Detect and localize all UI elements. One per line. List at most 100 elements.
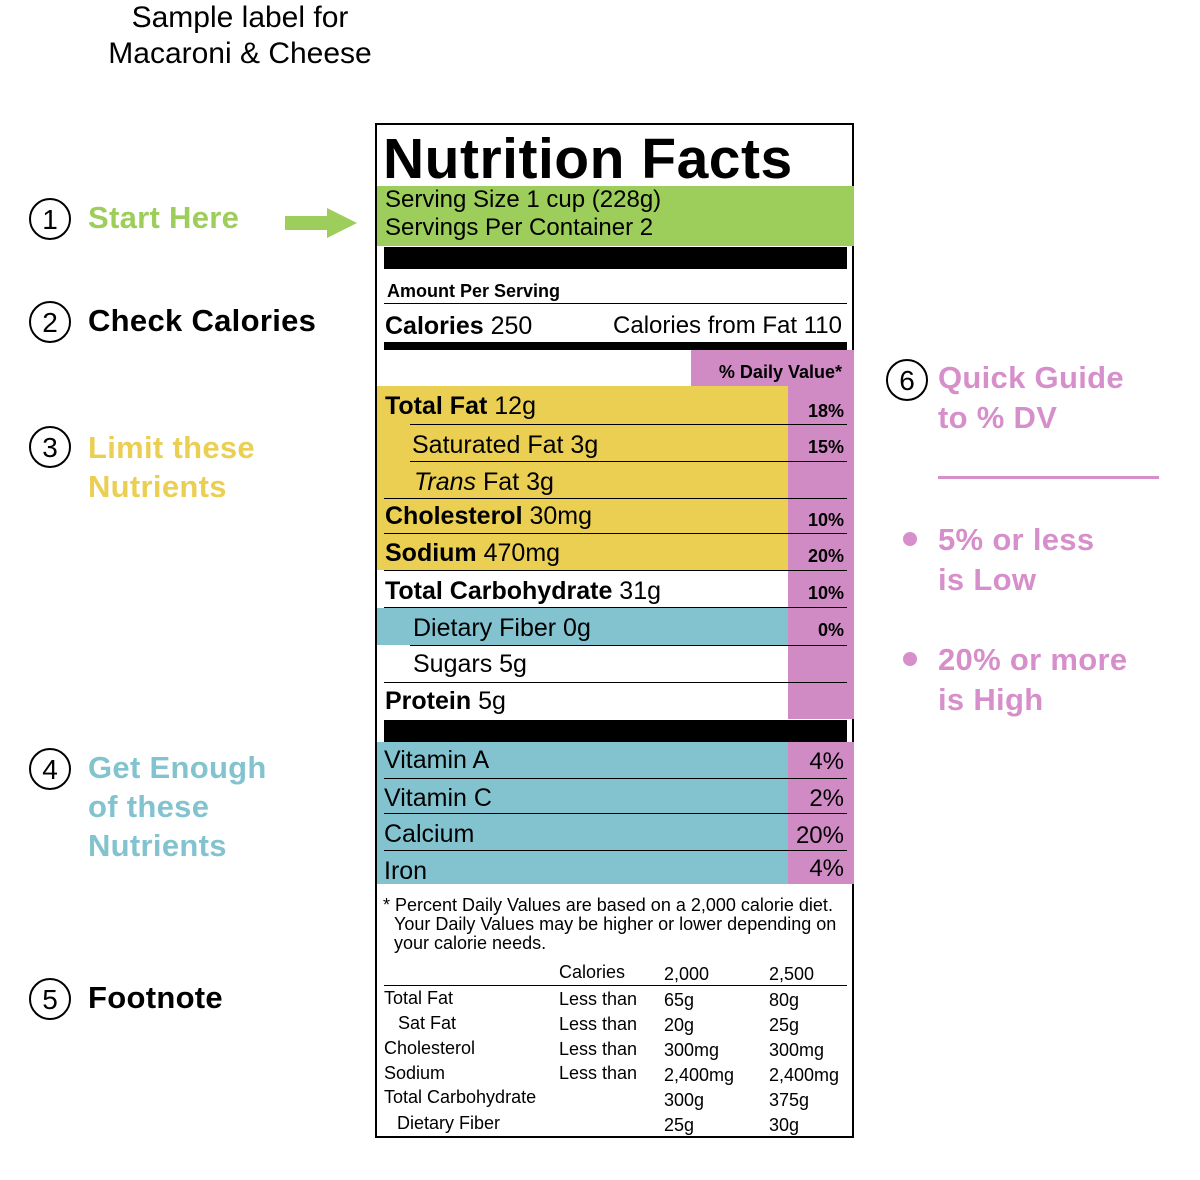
table-header-2500: 2,500 (769, 964, 815, 984)
step-1-number: 1 (29, 198, 71, 240)
bullet-high (903, 652, 917, 666)
footnote-line-3: your calorie needs. (394, 933, 547, 953)
dv-header-highlight (691, 350, 854, 386)
table-cell: 30g (769, 1115, 800, 1135)
protein-name: Protein (385, 687, 472, 715)
nutrient-total-fat: Total Fat 12g (385, 391, 536, 421)
fiber-highlight (377, 608, 788, 645)
quick-guide-divider (938, 476, 1159, 479)
step-4-label-line-2: of these (88, 789, 210, 824)
label-title: Nutrition Facts (383, 127, 793, 191)
arrow-right-icon (285, 208, 357, 238)
step-3-number: 3 (29, 426, 71, 468)
nutrient-protein: Protein 5g (385, 686, 506, 716)
nutrition-facts-label: Nutrition Facts Serving Size 1 cup (228g… (375, 123, 854, 1138)
nutrient-total-carbohydrate: Total Carbohydrate 31g (385, 576, 661, 606)
calories-from-fat: Calories from Fat 110 (613, 312, 842, 339)
calcium-dv: 20% (795, 822, 844, 849)
guide-high: 20% or more is High (938, 640, 1127, 720)
step-5-label: Footnote (88, 980, 223, 1015)
step-4-label: Get Enough of these Nutrients (88, 748, 267, 865)
iron: Iron (384, 857, 428, 885)
table-cell: Dietary Fiber (397, 1113, 501, 1133)
guide-low-line-2: is Low (938, 562, 1037, 597)
vitamin-c: Vitamin C (384, 784, 492, 812)
vitamin-c-dv: 2% (809, 785, 844, 812)
table-cell: 25g (769, 1015, 800, 1035)
table-cell: Total Carbohydrate (384, 1087, 537, 1107)
dv-header: % Daily Value* (718, 362, 842, 382)
guide-high-line-1: 20% or more (938, 642, 1128, 677)
rule-5 (384, 570, 847, 571)
guide-low: 5% or less is Low (938, 520, 1094, 600)
trans-fat-amount: Fat 3g (483, 468, 554, 496)
carbohydrate-name: Total Carbohydrate (385, 577, 613, 605)
step-2-number: 2 (29, 301, 71, 343)
servings-per-container: Servings Per Container 2 (385, 214, 654, 241)
calories-row: Calories 250 (385, 311, 532, 341)
rule-1 (410, 424, 847, 425)
table-cell: Less than (559, 989, 638, 1009)
calories-label: Calories (385, 312, 484, 340)
bullet-low (903, 532, 917, 546)
step-4-label-line-1: Get Enough (88, 750, 267, 785)
sodium-name: Sodium (385, 539, 477, 567)
footnote-line-2: Your Daily Values may be higher or lower… (394, 914, 837, 934)
calories-value: 250 (490, 312, 533, 340)
sodium-amount: 470mg (483, 539, 561, 567)
saturated-fat: Saturated Fat 3g (412, 431, 599, 459)
sodium-dv: 20% (807, 546, 844, 566)
table-cell: Sodium (384, 1063, 446, 1083)
cholesterol-name: Cholesterol (385, 502, 523, 530)
footnote-line-1: * Percent Daily Values are based on a 2,… (383, 895, 833, 915)
table-cell: 2,400mg (769, 1065, 840, 1085)
step-3-label-line-2: Nutrients (88, 469, 227, 504)
dietary-fiber: Dietary Fiber 0g (413, 614, 591, 642)
guide-high-line-2: is High (938, 682, 1044, 717)
carbohydrate-dv: 10% (807, 583, 844, 603)
amount-per-serving: Amount Per Serving (387, 281, 561, 301)
table-cell: Less than (559, 1063, 638, 1083)
thick-divider-2 (384, 342, 847, 350)
nutrient-cholesterol: Cholesterol 30mg (385, 501, 592, 531)
quick-guide-line-1: Quick Guide (938, 360, 1124, 395)
calcium: Calcium (384, 820, 475, 848)
dietary-fiber-dv: 0% (817, 620, 844, 640)
table-cell: Less than (559, 1039, 638, 1059)
cholesterol-dv: 10% (807, 510, 844, 530)
iron-dv: 4% (809, 855, 844, 882)
rule-4 (384, 533, 847, 534)
rule-11 (384, 850, 847, 851)
cholesterol-amount: 30mg (529, 502, 593, 530)
vitamin-a: Vitamin A (384, 746, 490, 774)
table-header-2000: 2,000 (664, 964, 710, 984)
table-cell: 65g (664, 990, 695, 1010)
sugars: Sugars 5g (413, 650, 527, 678)
rule-10 (384, 813, 847, 814)
total-fat-dv: 18% (807, 401, 844, 421)
saturated-fat-dv: 15% (807, 437, 844, 457)
nutrient-sodium: Sodium 470mg (385, 538, 560, 568)
total-fat-name: Total Fat (385, 392, 488, 420)
step-4-number: 4 (29, 748, 71, 790)
vitamin-a-dv: 4% (809, 748, 844, 775)
rule-3 (384, 498, 847, 499)
step-1-label: Start Here (88, 200, 240, 235)
protein-amount: 5g (478, 687, 506, 715)
step-6-number: 6 (886, 359, 928, 401)
table-cell: Cholesterol (384, 1038, 476, 1058)
table-header-calories: Calories (559, 962, 626, 982)
quick-guide-line-2: to % DV (938, 400, 1058, 435)
total-fat-amount: 12g (494, 392, 536, 420)
table-cell: 80g (769, 990, 800, 1010)
table-cell: 20g (664, 1015, 695, 1035)
thick-divider-3 (384, 720, 847, 742)
rule-9 (384, 778, 847, 779)
serving-size: Serving Size 1 cup (228g) (385, 186, 662, 213)
trans-fat-italic: Trans (414, 468, 477, 496)
rule-2 (410, 461, 847, 462)
rule-8 (384, 682, 847, 683)
table-cell: 300g (664, 1090, 705, 1110)
rule-amount (384, 303, 847, 304)
table-cell: 375g (769, 1090, 810, 1110)
